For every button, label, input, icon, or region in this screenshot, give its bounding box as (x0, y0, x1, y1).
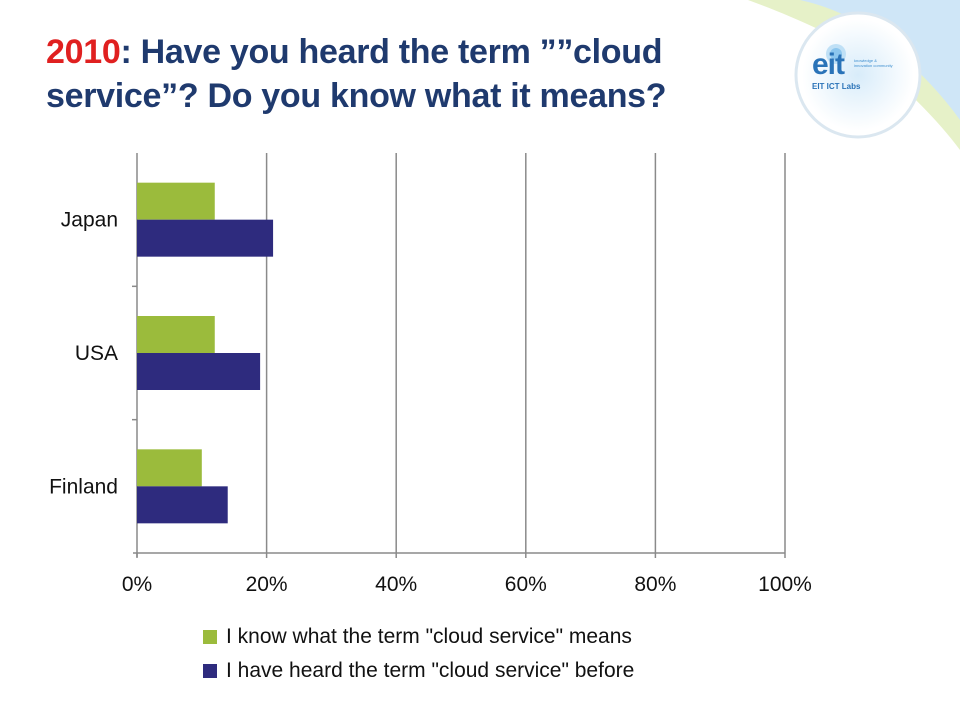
x-tick-label-80: 80% (634, 573, 676, 596)
bar-japan-know (137, 182, 215, 220)
slide-title: 2010: Have you heard the term ””cloud se… (46, 30, 786, 118)
eit-logo: eit knowledge & innovation community EIT… (812, 48, 893, 92)
legend-item-know: I know what the term "cloud service" mea… (203, 620, 634, 654)
x-tick-label-20: 20% (246, 573, 288, 596)
bar-usa-know (137, 316, 215, 353)
legend-label-know: I know what the term "cloud service" mea… (226, 625, 632, 648)
bar-finland-know (137, 449, 202, 487)
category-label-finland: Finland (49, 475, 118, 498)
x-tick-label-40: 40% (375, 573, 417, 596)
legend-label-heard: I have heard the term "cloud service" be… (226, 659, 635, 682)
corner-swoosh-blue (800, 0, 960, 120)
bar-finland-heard (137, 486, 228, 524)
logo-wordmark: eit (812, 48, 845, 81)
logo-tagline: knowledge & innovation community (854, 58, 893, 68)
legend-swatch-green (203, 630, 217, 644)
bar-japan-heard (137, 219, 274, 257)
x-tick-label-60: 60% (505, 573, 547, 596)
title-year: 2010 (46, 33, 121, 71)
legend-item-heard: I have heard the term "cloud service" be… (203, 654, 634, 688)
logo-subtitle: EIT ICT Labs (812, 82, 861, 91)
title-question: : Have you heard the term ””cloud servic… (46, 33, 667, 115)
chart-legend: I know what the term "cloud service" mea… (203, 620, 634, 688)
x-tick-label-0: 0% (122, 573, 152, 596)
legend-swatch-navy (203, 664, 217, 678)
bar-usa-heard (137, 353, 261, 390)
x-tick-label-100: 100% (758, 573, 812, 596)
category-label-japan: Japan (61, 209, 118, 232)
category-label-usa: USA (75, 342, 118, 365)
